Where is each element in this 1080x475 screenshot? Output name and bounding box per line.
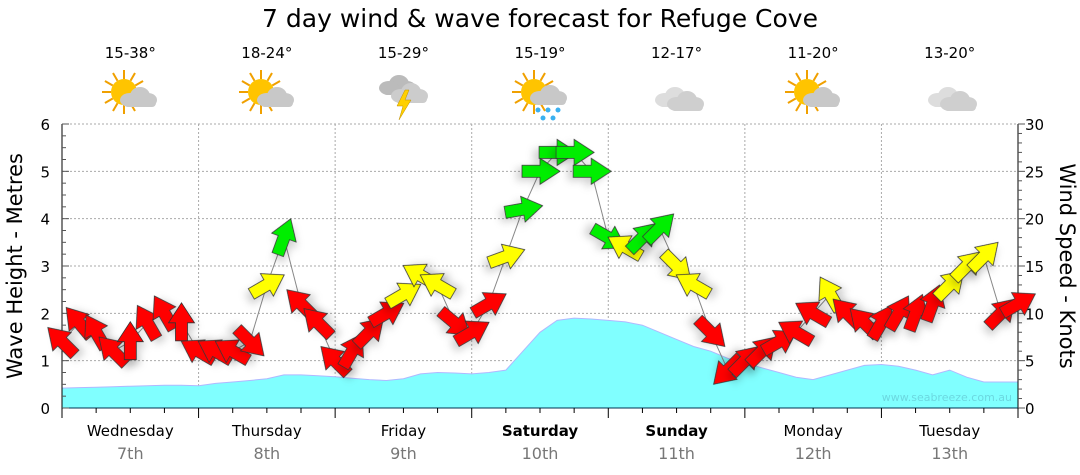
day-label: Monday xyxy=(784,422,843,440)
wind-arrow xyxy=(384,282,422,310)
right-tick-label: 5 xyxy=(1025,353,1035,371)
watermark: www.seabreeze.com.au xyxy=(882,391,1012,404)
day-label: Tuesday xyxy=(918,422,980,440)
wind-arrow xyxy=(641,213,675,246)
day-label: Thursday xyxy=(231,422,302,440)
date-label: 13th xyxy=(931,444,968,463)
wind-arrow xyxy=(521,157,561,186)
date-label: 11th xyxy=(658,444,695,463)
wind-arrow xyxy=(214,339,252,366)
temperature-range: 18-24° xyxy=(241,44,293,62)
temperature-range: 12-17° xyxy=(651,44,703,62)
wind-arrow xyxy=(693,314,726,347)
temperature-range: 13-20° xyxy=(924,44,976,62)
right-axis-label: Wind Speed - Knots xyxy=(1055,163,1079,368)
right-tick-label: 20 xyxy=(1025,211,1044,229)
wind-arrow xyxy=(778,320,816,348)
wind-arrow xyxy=(998,292,1036,319)
right-tick-label: 15 xyxy=(1025,258,1044,276)
right-tick-label: 10 xyxy=(1025,305,1044,323)
day-label: Friday xyxy=(381,422,427,440)
date-label: 8th xyxy=(254,444,281,463)
temperature-range: 15-19° xyxy=(514,44,566,62)
wind-arrow xyxy=(135,304,163,342)
date-label: 12th xyxy=(795,444,832,463)
temperature-range: 11-20° xyxy=(787,44,839,62)
cloud-icon xyxy=(920,68,980,124)
wind-arrow xyxy=(303,308,336,341)
wind-arrow xyxy=(247,273,285,300)
day-label: Sunday xyxy=(645,422,708,440)
storm-cloud-icon xyxy=(373,68,433,124)
wind-arrow xyxy=(116,320,145,361)
left-tick-label: 2 xyxy=(40,305,50,323)
left-tick-label: 4 xyxy=(40,211,50,229)
right-tick-label: 30 xyxy=(1025,116,1044,134)
wind-arrow xyxy=(47,327,80,360)
sun-cloud-icon xyxy=(237,68,297,124)
right-tick-label: 25 xyxy=(1025,163,1044,181)
left-tick-label: 1 xyxy=(40,353,50,371)
wind-arrow xyxy=(469,292,507,319)
wind-arrow xyxy=(607,235,645,262)
sun-rain-icon xyxy=(510,68,570,124)
wind-arrow xyxy=(572,157,612,186)
chart-title: 7 day wind & wave forecast for Refuge Co… xyxy=(262,4,818,33)
cloud-icon xyxy=(647,68,707,124)
left-tick-label: 6 xyxy=(40,116,50,134)
wind-arrow xyxy=(367,301,405,329)
temperature-range: 15-29° xyxy=(377,44,429,62)
left-tick-label: 0 xyxy=(40,400,50,418)
wind-arrow xyxy=(419,273,457,300)
wind-arrow xyxy=(452,320,490,348)
wind-arrow xyxy=(270,218,297,258)
day-label: Saturday xyxy=(502,422,579,440)
wind-arrow xyxy=(966,241,999,275)
sun-cloud-icon xyxy=(100,68,160,124)
left-tick-label: 5 xyxy=(40,163,50,181)
sun-cloud-icon xyxy=(783,68,843,124)
right-tick-label: 0 xyxy=(1025,400,1035,418)
wind-arrow xyxy=(486,243,526,270)
date-label: 7th xyxy=(117,444,144,463)
wind-arrow xyxy=(675,273,713,300)
date-label: 9th xyxy=(390,444,417,463)
left-axis-label: Wave Height - Metres xyxy=(3,153,27,379)
date-label: 10th xyxy=(522,444,559,463)
wind-arrow xyxy=(232,324,265,357)
wind-arrow xyxy=(503,195,544,223)
wind-arrow xyxy=(795,301,833,329)
left-tick-label: 3 xyxy=(40,258,50,276)
wind-arrow xyxy=(555,138,595,167)
day-label: Wednesday xyxy=(87,422,174,440)
wind-arrow xyxy=(167,302,196,342)
wave-height-area xyxy=(61,317,1019,409)
temperature-range: 15-38° xyxy=(104,44,156,62)
